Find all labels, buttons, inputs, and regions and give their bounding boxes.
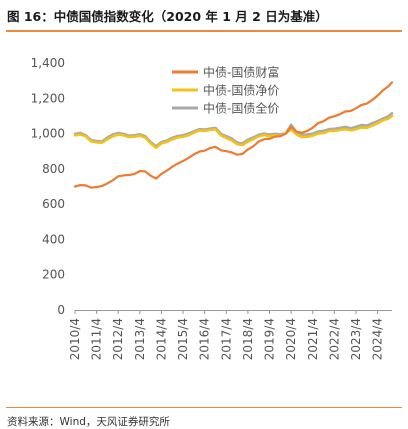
x-tick-label: 2017/4	[219, 318, 233, 360]
legend-label-3: 中债-国债全价	[203, 101, 279, 116]
y-tick-label: 1,200	[31, 91, 65, 105]
footer-divider	[6, 407, 402, 408]
y-tick-label: 600	[42, 197, 65, 211]
y-tick-label: 1,400	[31, 56, 65, 70]
x-tick-label: 2018/4	[241, 318, 255, 360]
legend-label-1: 中债-国债财富	[203, 65, 279, 80]
x-tick-label: 2021/4	[306, 318, 320, 360]
title-divider	[6, 30, 402, 32]
y-tick-label: 0	[57, 303, 65, 317]
x-tick-label: 2016/4	[198, 318, 212, 360]
x-tick-label: 2014/4	[154, 318, 168, 360]
source-note: 资料来源：Wind，天风证券研究所	[7, 416, 170, 428]
y-tick-label: 400	[42, 232, 65, 246]
line-chart: 0 200 400 600 800 1,000 1,200 1,400 2010/4 2011/4…	[31, 56, 394, 360]
x-tick-label: 2019/4	[263, 318, 277, 360]
y-tick-label: 1,000	[31, 127, 65, 141]
x-tick-label: 2024/4	[371, 318, 385, 360]
x-tick-label: 2012/4	[111, 318, 125, 360]
y-tick-label: 800	[42, 162, 65, 176]
series-line-2	[73, 114, 394, 149]
legend-label-2: 中债-国债净价	[203, 83, 279, 98]
series-line-3	[73, 112, 394, 148]
y-tick-label: 200	[42, 268, 65, 282]
figure-title: 图 16：中债国债指数变化（2020 年 1 月 2 日为基准）	[7, 9, 328, 24]
series-line-1	[73, 81, 394, 189]
x-tick-label: 2020/4	[284, 318, 298, 360]
x-tick-label: 2010/4	[68, 318, 82, 360]
x-tick-label: 2022/4	[327, 318, 341, 360]
x-tick-label: 2015/4	[176, 318, 190, 360]
x-tick-label: 2011/4	[90, 318, 104, 360]
x-tick-label: 2023/4	[349, 318, 363, 360]
x-tick-label: 2013/4	[133, 318, 147, 360]
